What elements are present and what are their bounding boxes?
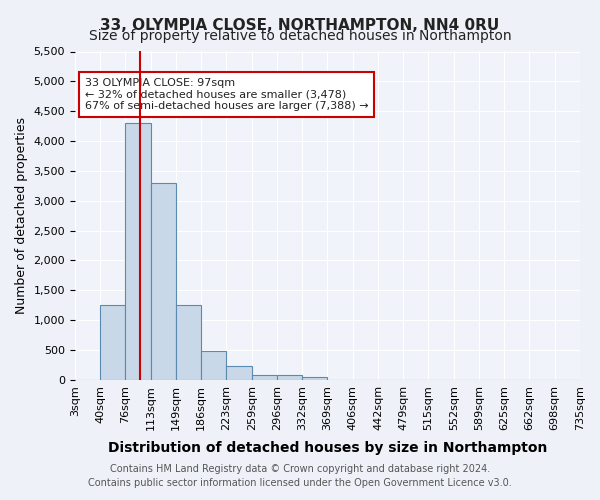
Text: Contains HM Land Registry data © Crown copyright and database right 2024.
Contai: Contains HM Land Registry data © Crown c…	[88, 464, 512, 487]
Y-axis label: Number of detached properties: Number of detached properties	[15, 117, 28, 314]
Bar	[302, 377, 328, 380]
Text: Size of property relative to detached houses in Northampton: Size of property relative to detached ho…	[89, 29, 511, 43]
X-axis label: Distribution of detached houses by size in Northampton: Distribution of detached houses by size …	[108, 441, 547, 455]
Bar	[125, 123, 151, 380]
Bar	[151, 183, 176, 380]
Bar	[226, 366, 251, 380]
Bar	[201, 351, 226, 380]
Text: 33, OLYMPIA CLOSE, NORTHAMPTON, NN4 0RU: 33, OLYMPIA CLOSE, NORTHAMPTON, NN4 0RU	[100, 18, 500, 32]
Bar	[251, 375, 277, 380]
Bar	[176, 306, 201, 380]
Bar	[100, 306, 125, 380]
Text: 33 OLYMPIA CLOSE: 97sqm
← 32% of detached houses are smaller (3,478)
67% of semi: 33 OLYMPIA CLOSE: 97sqm ← 32% of detache…	[85, 78, 368, 111]
Bar	[277, 375, 302, 380]
